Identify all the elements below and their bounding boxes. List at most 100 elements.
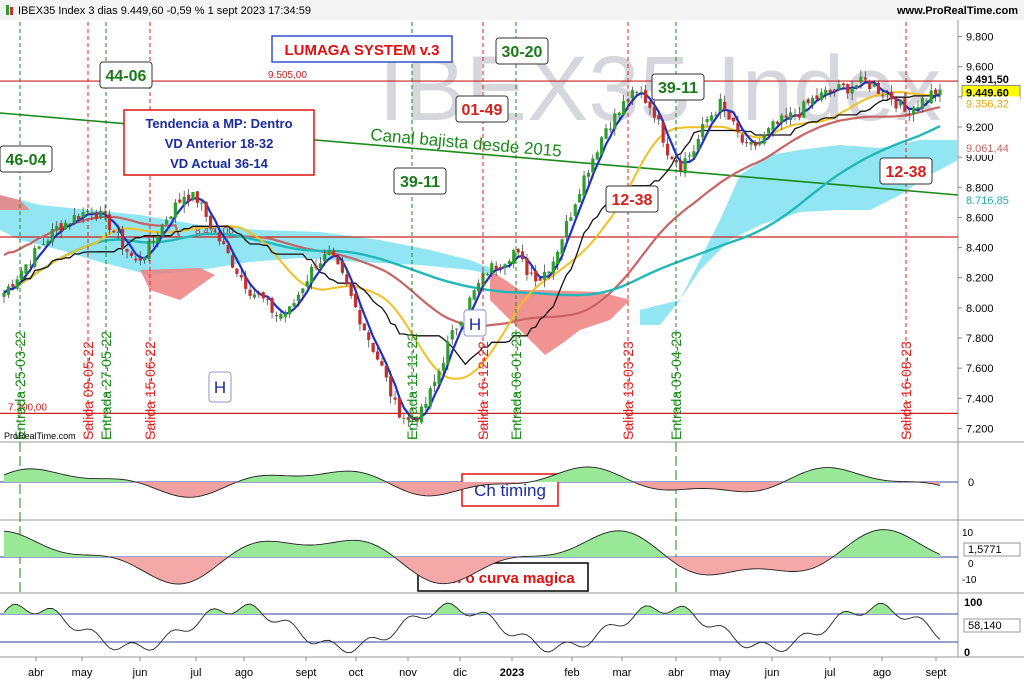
candle-body-159 xyxy=(701,124,705,138)
sch-tick-0: 0 xyxy=(968,559,974,570)
candle-body-106 xyxy=(468,297,472,314)
candle-body-90 xyxy=(397,398,402,418)
candle-body-204 xyxy=(898,100,903,106)
candle-body-53 xyxy=(235,268,239,274)
candle-body-13 xyxy=(59,223,63,232)
candle-body-176 xyxy=(775,121,780,124)
site-link[interactable]: www.ProRealTime.com xyxy=(896,5,1018,17)
candle-body-76 xyxy=(336,256,340,265)
candle-body-147 xyxy=(648,101,652,108)
sto-value: 58,140 xyxy=(968,620,1002,632)
candle-body-175 xyxy=(771,121,775,130)
h-marker-1-label: H xyxy=(214,378,226,397)
candle-body-19 xyxy=(85,210,90,212)
sch-tick-10: 10 xyxy=(962,528,974,539)
candle-body-81 xyxy=(358,310,362,325)
candle-body-188 xyxy=(828,89,832,93)
count-box-3 xyxy=(455,95,509,123)
candle-body-84 xyxy=(371,342,375,352)
candle-body-134 xyxy=(591,158,595,173)
candle-body-48 xyxy=(213,230,217,232)
candle-body-78 xyxy=(345,274,349,285)
kumo-cloud-4 xyxy=(640,140,958,325)
candle-body-66 xyxy=(292,303,296,307)
candle-body-22 xyxy=(99,210,103,219)
price-tag-1: 9.449,60 xyxy=(966,87,1009,99)
ch-timing-label: Ch timing xyxy=(474,481,546,500)
candle-body-98 xyxy=(433,382,437,387)
kumo-cloud-2 xyxy=(140,268,215,300)
candle-body-108 xyxy=(476,283,481,292)
candle-body-155 xyxy=(683,158,687,174)
candle-body-139 xyxy=(613,113,617,130)
candle-body-30 xyxy=(134,258,138,261)
candle-body-86 xyxy=(380,361,384,366)
candle-body-57 xyxy=(252,294,257,298)
donchian-mid-line xyxy=(3,95,940,366)
candle-body-172 xyxy=(758,142,762,145)
candle-body-209 xyxy=(920,97,925,109)
candle-body-207 xyxy=(912,107,916,115)
candle-body-39 xyxy=(173,202,177,218)
candle-body-99 xyxy=(437,371,441,384)
candle-body-195 xyxy=(859,76,863,83)
h-marker-1: H xyxy=(208,371,232,403)
candle-body-25 xyxy=(112,230,116,233)
x-tick-label-16: ago xyxy=(873,667,891,679)
candle-body-85 xyxy=(375,351,380,360)
candle-body-24 xyxy=(107,214,112,231)
candle-body-166 xyxy=(731,117,736,122)
candle-body-8 xyxy=(37,246,41,249)
candle-body-47 xyxy=(208,215,213,229)
candle-body-2 xyxy=(11,283,15,287)
candle-body-28 xyxy=(125,249,129,252)
y-tick-label-4: 8.000 xyxy=(966,303,994,315)
x-tick-label-4: ago xyxy=(235,667,253,679)
signal-label-9: Salida 16-08-23 xyxy=(898,341,914,440)
signals: Entrada 25-03-22 Salida 09-05-22 Entrada 2… xyxy=(12,22,914,593)
price-tag-3: 9.061,44 xyxy=(966,143,1009,155)
candle-body-164 xyxy=(723,101,727,110)
candle-body-113 xyxy=(498,266,503,269)
candle-body-169 xyxy=(745,141,749,144)
header-bar xyxy=(0,0,1024,20)
candle-body-199 xyxy=(876,82,881,94)
sto-area-over xyxy=(4,603,940,614)
candle-body-119 xyxy=(525,258,529,275)
sto-line xyxy=(3,602,941,654)
candle-body-126 xyxy=(556,251,560,265)
count-boxes: 46-04 44-06 39-11 01-49 30-20 39-11 12-38 12-38 xyxy=(0,37,933,213)
candle-body-27 xyxy=(121,229,125,249)
candle-body-151 xyxy=(665,143,670,156)
candle-body-182 xyxy=(802,101,806,118)
candle-body-145 xyxy=(639,91,643,93)
candle-body-77 xyxy=(340,261,344,273)
count-label-3: 01-49 xyxy=(462,102,503,119)
candle-body-58 xyxy=(257,293,261,295)
candle-body-127 xyxy=(560,239,564,254)
candle-body-114 xyxy=(503,264,507,269)
price-tag-bg-2 xyxy=(962,96,1020,111)
candle-body-197 xyxy=(868,81,872,89)
signal-label-3: Salida 15-06-22 xyxy=(142,341,158,440)
candle-body-43 xyxy=(191,192,195,200)
candle-body-137 xyxy=(604,128,608,139)
count-box-0 xyxy=(0,145,53,173)
candle-body-206 xyxy=(907,114,911,116)
candle-body-82 xyxy=(362,323,366,331)
candle-body-190 xyxy=(837,84,841,90)
sto-value-tag xyxy=(963,618,1021,633)
candle-body-130 xyxy=(573,204,577,216)
price-tags: 9.491,509.449,609.356,32 9.061,44 8.716,85 xyxy=(961,72,1021,207)
count-label-7: 12-38 xyxy=(886,164,927,181)
h-marker-2-label: H xyxy=(469,315,481,334)
candle-body-45 xyxy=(200,202,204,204)
candle-body-15 xyxy=(68,223,72,225)
candle-body-112 xyxy=(494,265,498,270)
signal-label-0: Entrada 25-03-22 xyxy=(12,331,28,440)
candle-body-152 xyxy=(670,156,674,159)
candle-body-12 xyxy=(55,225,59,231)
candle-body-200 xyxy=(881,95,885,97)
count-label-4: 30-20 xyxy=(502,44,543,61)
candle-body-6 xyxy=(28,264,32,266)
